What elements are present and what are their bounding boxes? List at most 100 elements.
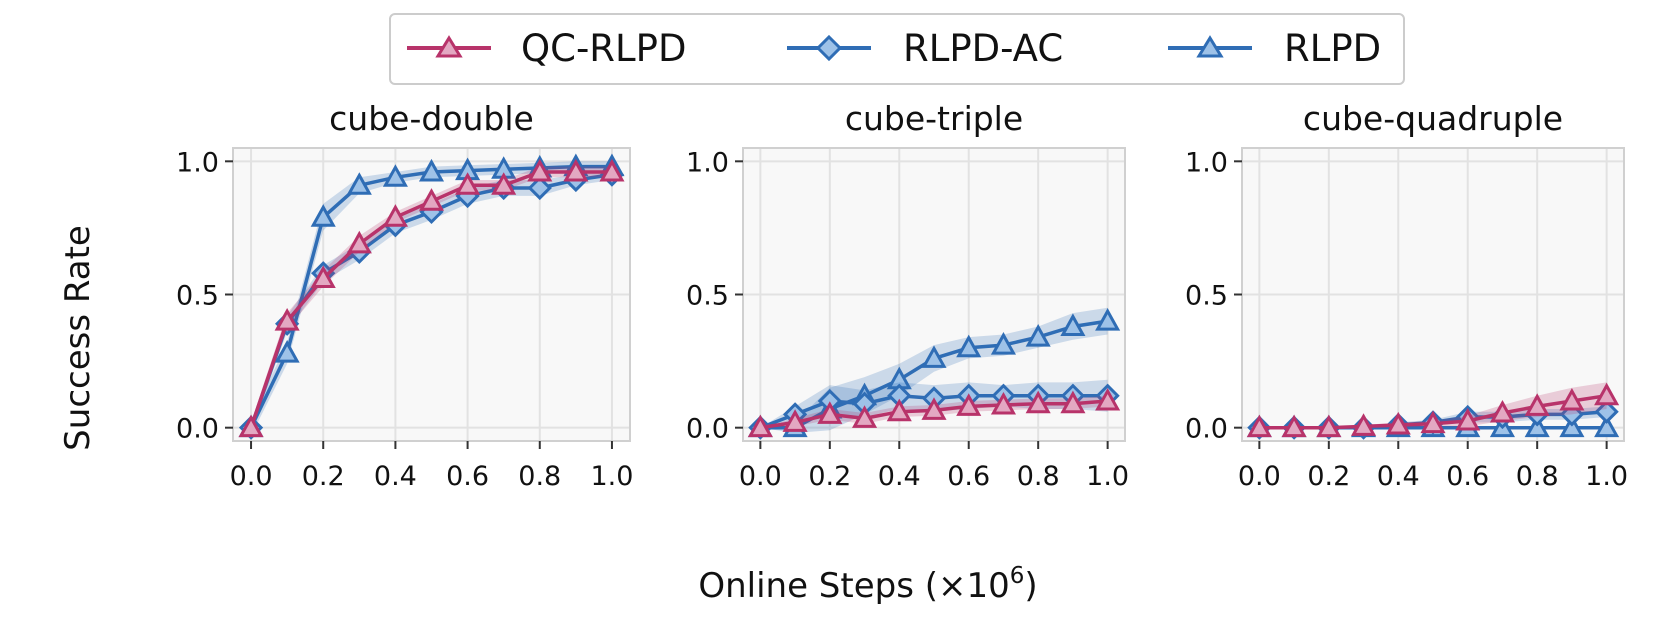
point-qc-rlpd <box>1559 387 1585 411</box>
point-rlpd <box>346 172 372 195</box>
point-qc-rlpd <box>817 401 843 424</box>
point-qc-rlpd <box>1281 414 1307 438</box>
band-rlpd-ac <box>1259 406 1607 428</box>
point-rlpd <box>310 204 336 227</box>
y-axis-label: Success Rate <box>58 225 98 451</box>
point-qc-rlpd <box>1246 414 1272 438</box>
x-tick-label: 0.4 <box>878 461 921 492</box>
x-axis-label: Online Steps (×106) <box>698 563 1037 606</box>
point-qc-rlpd <box>990 391 1016 415</box>
x-tick-label: 0.0 <box>1238 461 1281 492</box>
x-axis-label-exponent: 6 <box>1010 563 1025 589</box>
point-rlpd <box>382 164 408 187</box>
panel-cube-double: 0.0 0.2 0.4 0.6 0.8 1.0 0.0 0.5 1.0 cube-double <box>176 99 633 492</box>
panel-cube-quadruple: 0.0 0.2 0.4 0.6 0.8 1.0 0.0 0.5 1.0 cube-quadrupl… <box>1185 99 1628 492</box>
x-tick-label: 1.0 <box>1585 461 1628 492</box>
y-tick-label: 1.0 <box>686 147 729 178</box>
panel-title: cube-double <box>329 99 534 138</box>
point-qc-rlpd <box>851 405 878 428</box>
x-tick-label: 1.0 <box>590 461 633 492</box>
point-qc-rlpd <box>1316 414 1342 438</box>
y-tick-label: 0.5 <box>176 281 219 312</box>
x-tick-label: 0.0 <box>230 461 273 492</box>
point-rlpd-ac <box>1594 399 1619 424</box>
point-qc-rlpd <box>382 204 408 227</box>
point-rlpd <box>1025 324 1051 347</box>
point-qc-rlpd <box>310 265 336 289</box>
point-rlpd <box>921 345 947 368</box>
panel-cube-triple: 0.0 0.2 0.4 0.6 0.8 1.0 0.0 0.5 1.0 cube-triple <box>686 99 1129 492</box>
x-tick-label: 0.8 <box>1516 461 1559 492</box>
point-qc-rlpd <box>1025 390 1051 414</box>
legend-entry-qc-rlpd: QC-RLPD <box>407 27 686 70</box>
point-qc-rlpd <box>599 158 625 182</box>
point-qc-rlpd <box>1594 382 1620 406</box>
point-qc-rlpd <box>274 308 300 331</box>
y-tick-label: 0.0 <box>1185 414 1228 445</box>
x-tick-label: 0.2 <box>1307 461 1350 492</box>
point-rlpd <box>1524 414 1550 438</box>
point-qc-rlpd <box>956 393 982 416</box>
legend-entry-rlpd: RLPD <box>1168 27 1381 70</box>
point-rlpd <box>418 158 445 182</box>
legend-entry-rlpd-ac: RLPD-AC <box>787 27 1063 70</box>
legend-marker-qc-rlpd <box>435 35 463 58</box>
point-qc-rlpd <box>1455 407 1481 431</box>
x-tick-label: 0.6 <box>446 461 489 492</box>
y-tick-label: 0.0 <box>176 414 219 445</box>
legend-frame <box>389 13 1405 85</box>
x-tick-label: 0.2 <box>808 461 851 492</box>
x-tick-label: 0.8 <box>518 461 561 492</box>
y-tick-label: 0.0 <box>686 414 729 445</box>
x-tick-label: 0.8 <box>1017 461 1060 492</box>
panel-title: cube-quadruple <box>1303 99 1563 138</box>
x-axis-label-close: ) <box>1024 566 1037 606</box>
y-tick-label: 1.0 <box>1185 147 1228 178</box>
y-tick-label: 0.5 <box>686 281 729 312</box>
x-tick-label: 0.2 <box>302 461 345 492</box>
x-axis-label-main: Online Steps (×10 <box>698 566 1009 606</box>
point-rlpd <box>1060 313 1086 336</box>
x-tick-label: 0.0 <box>739 461 782 492</box>
point-rlpd <box>274 340 300 363</box>
point-qc-rlpd <box>782 409 808 432</box>
point-qc-rlpd <box>921 397 947 420</box>
y-tick-label: 0.5 <box>1185 281 1228 312</box>
point-rlpd <box>956 334 982 358</box>
point-rlpd <box>1559 414 1585 438</box>
panel-title: cube-triple <box>845 99 1023 138</box>
point-qc-rlpd <box>1420 410 1446 434</box>
legend: QC-RLPD RLPD-AC RLPD <box>389 13 1405 85</box>
band-qc-rlpd <box>1259 382 1607 428</box>
legend-label-qc-rlpd: QC-RLPD <box>521 27 686 70</box>
legend-label-rlpd: RLPD <box>1284 27 1381 70</box>
x-tick-label: 0.4 <box>374 461 417 492</box>
legend-marker-rlpd <box>1196 35 1224 58</box>
y-tick-label: 1.0 <box>176 147 219 178</box>
point-qc-rlpd <box>1489 399 1515 423</box>
point-qc-rlpd <box>563 158 589 182</box>
point-qc-rlpd <box>886 398 912 422</box>
x-tick-label: 0.6 <box>1446 461 1489 492</box>
point-qc-rlpd <box>346 230 372 254</box>
point-qc-rlpd <box>238 414 264 438</box>
legend-marker-rlpd-ac <box>815 34 843 62</box>
point-qc-rlpd <box>418 188 445 211</box>
point-rlpd-ac <box>527 175 552 201</box>
point-qc-rlpd <box>1060 390 1086 414</box>
point-qc-rlpd <box>1385 411 1411 435</box>
x-tick-label: 0.6 <box>947 461 990 492</box>
x-tick-label: 0.4 <box>1377 461 1420 492</box>
legend-label-rlpd-ac: RLPD-AC <box>903 27 1063 70</box>
point-qc-rlpd <box>1524 393 1550 416</box>
point-qc-rlpd <box>1351 413 1377 436</box>
point-qc-rlpd <box>747 414 773 438</box>
point-qc-rlpd <box>527 158 553 182</box>
point-rlpd <box>1594 414 1620 438</box>
point-rlpd <box>990 332 1016 355</box>
point-qc-rlpd <box>491 172 517 195</box>
point-rlpd <box>1095 308 1121 331</box>
x-tick-label: 1.0 <box>1086 461 1129 492</box>
point-qc-rlpd <box>1095 387 1121 411</box>
